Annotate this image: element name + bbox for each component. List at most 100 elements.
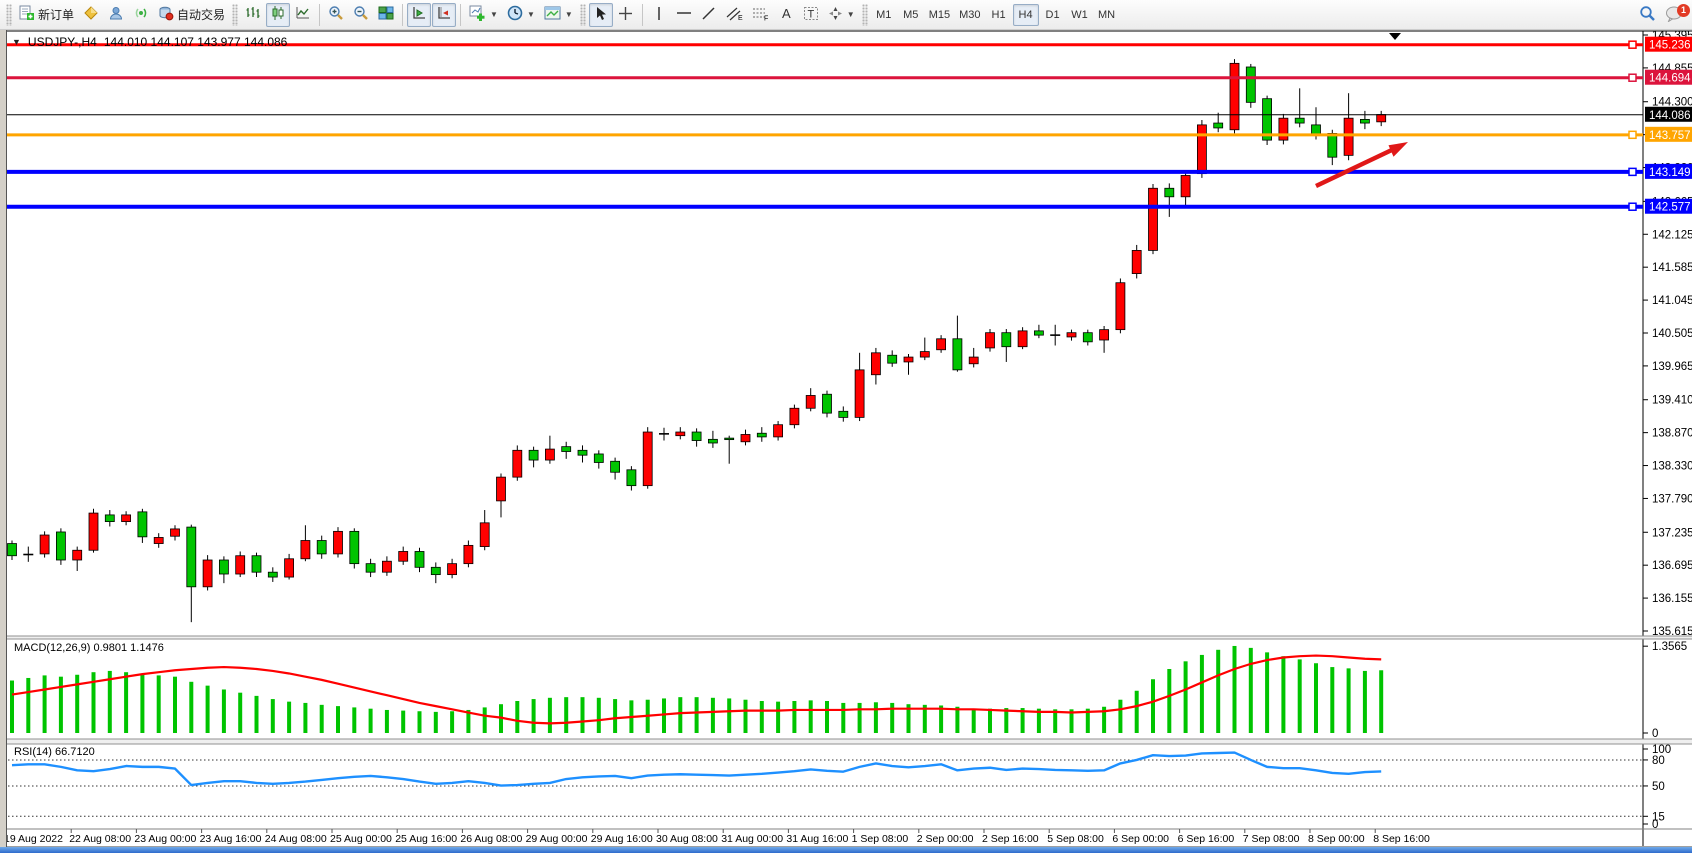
macd-histogram-bar (319, 704, 324, 733)
date-label: 25 Aug 16:00 (395, 833, 457, 845)
svg-text:E: E (738, 15, 743, 21)
profile-button[interactable] (104, 3, 128, 27)
text-icon: A (779, 6, 793, 23)
price-tick-label: 141.585 (1652, 262, 1692, 274)
candle-body (1197, 124, 1207, 175)
tile-windows-button[interactable] (374, 3, 398, 27)
line-handle (1628, 130, 1637, 140)
date-label: 30 Aug 08:00 (656, 833, 718, 845)
arrows-button[interactable]: ▼ (824, 3, 859, 27)
price-line-badge-label: 144.694 (1649, 73, 1691, 85)
rsi-axis-label: 100 (1652, 744, 1671, 756)
candle-body (903, 356, 914, 363)
date-label: 24 Aug 08:00 (265, 833, 327, 845)
candle-body (1245, 66, 1256, 103)
text-label-button[interactable]: T (799, 3, 823, 27)
timeframe-M5[interactable]: M5 (903, 8, 919, 21)
zoom-in-button[interactable] (324, 3, 348, 27)
date-label: 19 Aug 2022 (4, 833, 63, 845)
candle-body (137, 511, 148, 538)
line-handle (1628, 167, 1637, 177)
toolbar-grip[interactable] (861, 3, 868, 26)
toolbar-grip[interactable] (232, 3, 239, 26)
date-label: 1 Sep 08:00 (852, 833, 909, 845)
candle-body (691, 431, 702, 441)
timeframe-H1[interactable]: H1 (991, 8, 1006, 21)
macd-histogram-bar (417, 711, 422, 733)
macd-histogram-bar (1102, 706, 1107, 733)
timeframe-M1[interactable]: M1 (876, 8, 892, 21)
date-label: 23 Aug 00:00 (134, 833, 196, 845)
vertical-line-button[interactable] (647, 3, 671, 27)
notifications-button[interactable]: 1 (1661, 3, 1690, 27)
candle-body (1082, 332, 1093, 343)
macd-histogram-bar (906, 704, 911, 733)
vertical-line-icon (653, 6, 665, 24)
price-line-badge-label: 143.757 (1649, 130, 1691, 142)
signal-button[interactable] (129, 3, 153, 27)
macd-histogram-bar (1362, 670, 1367, 733)
macd-histogram-bar (1297, 659, 1302, 733)
macd-histogram-bar (515, 701, 520, 733)
template-button[interactable]: ▼ (540, 3, 577, 27)
toolbar-grip[interactable] (6, 3, 12, 26)
svg-text:T: T (807, 8, 814, 20)
gem-icon (83, 5, 99, 24)
cursor-button[interactable] (588, 2, 613, 27)
profile-icon (108, 5, 124, 24)
timeframe-MN[interactable]: MN (1097, 8, 1116, 21)
auto-scroll-button[interactable] (407, 2, 432, 27)
crosshair-button[interactable] (614, 3, 638, 27)
price-tick-label: 137.790 (1652, 493, 1692, 505)
period-button[interactable]: ▼ (503, 3, 539, 27)
new-chart-button[interactable]: ▼ (465, 3, 502, 27)
trendline-button[interactable] (697, 3, 721, 27)
macd-histogram-bar (939, 705, 944, 733)
price-tick-label: 142.125 (1652, 229, 1692, 241)
timeframe-M15[interactable]: M15 (928, 8, 951, 21)
equidistant-channel-button[interactable]: E (722, 3, 747, 27)
indicators-button[interactable] (79, 3, 103, 27)
macd-histogram-bar (1167, 669, 1172, 733)
candle-body (887, 354, 898, 364)
candle-body (642, 431, 653, 487)
macd-histogram-bar (1330, 667, 1335, 733)
timeframe-M30[interactable]: M30 (959, 8, 981, 21)
macd-histogram-bar (156, 675, 161, 733)
candle-body (968, 356, 979, 365)
candle-body (186, 526, 197, 588)
timeframe-H4[interactable]: H4 (1012, 3, 1039, 26)
price-line-badge-label: 145.236 (1649, 40, 1691, 52)
candle-body (626, 469, 637, 487)
chart-shift-button[interactable] (432, 2, 457, 27)
timeframe-D1[interactable]: D1 (1045, 8, 1060, 21)
bar-chart-button[interactable] (241, 3, 265, 27)
zoom-out-button[interactable] (349, 3, 373, 27)
macd-histogram-bar (808, 700, 813, 733)
macd-histogram-bar (1265, 652, 1270, 733)
auto-trading-button[interactable]: 自动交易 (154, 3, 229, 27)
candle-body (789, 407, 800, 426)
fibonacci-button[interactable]: F (748, 3, 773, 27)
horizontal-line-button[interactable] (672, 3, 696, 27)
candlestick-chart-button[interactable] (266, 2, 291, 27)
macd-histogram-bar (1134, 690, 1139, 733)
timeframe-W1[interactable]: W1 (1071, 8, 1088, 21)
search-button[interactable] (1635, 3, 1660, 27)
price-tick-label: 135.615 (1652, 626, 1692, 638)
candle-body (479, 522, 490, 547)
macd-histogram-bar (580, 697, 585, 733)
macd-histogram-bar (547, 697, 552, 733)
text-button[interactable]: A (774, 3, 798, 27)
line-chart-button[interactable] (291, 3, 315, 27)
macd-histogram-bar (1036, 708, 1041, 733)
chart-dropdown-icon[interactable]: ▼ (12, 37, 21, 47)
candle-body (104, 514, 115, 523)
horizontal-line-icon (676, 7, 692, 22)
new-order-button[interactable]: 新订单 (15, 3, 78, 27)
toolbar-grip[interactable] (579, 3, 586, 26)
equidistant-channel-icon: E (726, 6, 743, 24)
macd-histogram-bar (890, 702, 895, 733)
candle-body (1360, 119, 1370, 124)
